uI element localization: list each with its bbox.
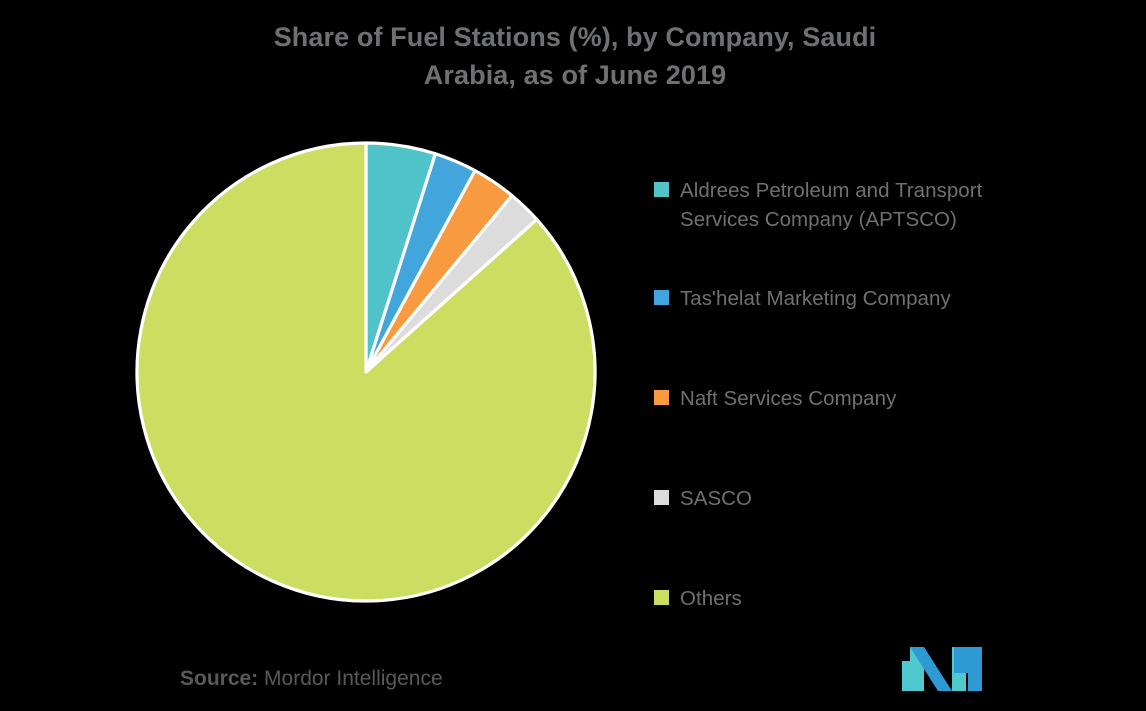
source-label: Source:: [180, 667, 259, 690]
source-value: Mordor Intelligence: [264, 667, 443, 690]
legend-item-label: Tas'helat Marketing Company: [680, 287, 951, 310]
legend-item-label: SASCO: [680, 487, 753, 510]
legend-color-swatch: [654, 390, 669, 405]
logo-shape-right-bar: [968, 647, 982, 691]
pie-slice[interactable]: [135, 141, 597, 603]
legend-item[interactable]: Others: [654, 584, 1114, 613]
legend-item-label: Naft Services Company: [680, 387, 897, 410]
legend-color-swatch: [654, 590, 669, 605]
pie-slice-group: [135, 141, 597, 603]
legend-color-swatch: [654, 490, 669, 505]
source-note: Source: Mordor Intelligence: [180, 666, 443, 692]
legend-item[interactable]: Naft Services Company: [654, 384, 1114, 413]
mordor-logo-mark: [902, 647, 982, 691]
logo-shape-diagonal: [910, 647, 952, 691]
legend-item[interactable]: Tas'helat Marketing Company: [654, 284, 1114, 313]
mordor-intelligence-logo: [900, 641, 986, 693]
pie-chart-svg: [135, 141, 597, 603]
legend-color-swatch: [654, 182, 669, 197]
legend-item[interactable]: Aldrees Petroleum and Transport Services…: [654, 176, 1114, 234]
legend-item-label: Aldrees Petroleum and Transport Services…: [680, 179, 983, 231]
legend-item[interactable]: SASCO: [654, 484, 1114, 513]
legend-item-label: Others: [680, 587, 742, 610]
pie-chart: [130, 136, 602, 608]
page-title-line-1: Share of Fuel Stations (%), by Company, …: [273, 22, 877, 52]
legend-color-swatch: [654, 290, 669, 305]
page-title: Share of Fuel Stations (%), by Company, …: [120, 18, 1030, 94]
page-title-line-2: Arabia, as of June 2019: [423, 60, 727, 90]
logo-shape-right-top: [954, 647, 968, 673]
